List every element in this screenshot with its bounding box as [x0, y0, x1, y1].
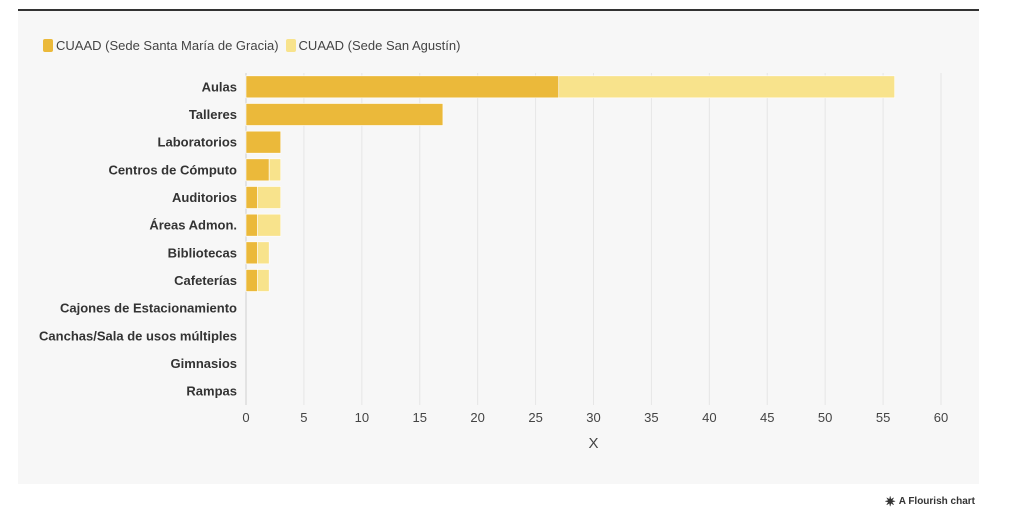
- legend-swatch-san-agustin: [285, 38, 296, 52]
- bar-0-5[interactable]: [245, 213, 258, 237]
- category-label-4: Auditorios: [172, 190, 237, 205]
- category-label-9: Canchas/Sala de usos múltiples: [39, 328, 237, 343]
- x-tick-label-0: 0: [242, 410, 249, 425]
- top-rule: [18, 9, 979, 11]
- bar-0-7[interactable]: [245, 269, 258, 292]
- bar-1-5[interactable]: [257, 213, 282, 237]
- category-label-6: Bibliotecas: [168, 245, 237, 260]
- legend-item-santa-maria[interactable]: CUAAD (Sede Santa María de Gracia): [43, 38, 279, 53]
- legend: CUAAD (Sede Santa María de Gracia) CUAAD…: [43, 37, 467, 53]
- category-label-7: Cafeterías: [174, 273, 237, 288]
- legend-label-santa-maria: CUAAD (Sede Santa María de Gracia): [56, 37, 279, 53]
- category-label-5: Áreas Admon.: [149, 218, 237, 233]
- category-label-1: Talleres: [189, 107, 237, 122]
- bar-0-4[interactable]: [245, 186, 258, 209]
- bar-1-0[interactable]: [558, 75, 895, 99]
- x-tick-label-45: 45: [760, 410, 774, 425]
- x-tick-label-10: 10: [355, 410, 369, 425]
- legend-swatch-santa-maria: [43, 38, 53, 52]
- x-tick-label-20: 20: [470, 410, 484, 425]
- bar-0-0[interactable]: [245, 75, 560, 99]
- x-tick-label-25: 25: [528, 410, 542, 425]
- category-label-2: Laboratorios: [158, 135, 237, 150]
- category-label-3: Centros de Cómputo: [108, 162, 237, 177]
- x-tick-label-30: 30: [586, 410, 600, 425]
- x-tick-label-15: 15: [413, 410, 427, 425]
- x-tick-label-50: 50: [818, 410, 832, 425]
- legend-label-san-agustin: CUAAD (Sede San Agustín): [298, 37, 461, 53]
- flourish-credit[interactable]: ✷ A Flourish chart: [884, 493, 975, 509]
- x-axis-title: X: [588, 435, 598, 452]
- x-tick-label-55: 55: [876, 410, 890, 425]
- x-tick-label-5: 5: [300, 410, 307, 425]
- x-tick-label-40: 40: [702, 410, 716, 425]
- x-tick-label-60: 60: [934, 410, 948, 425]
- bar-0-6[interactable]: [245, 241, 258, 265]
- flourish-credit-text: A Flourish chart: [898, 496, 975, 507]
- bar-0-1[interactable]: [245, 103, 444, 126]
- legend-item-san-agustin[interactable]: CUAAD (Sede San Agustín): [285, 37, 461, 53]
- bar-0-2[interactable]: [245, 130, 282, 154]
- bar-1-4[interactable]: [257, 186, 282, 209]
- category-label-8: Cajones de Estacionamiento: [60, 301, 237, 316]
- category-label-0: Aulas: [202, 79, 237, 94]
- bar-1-7[interactable]: [257, 269, 270, 292]
- bar-1-6[interactable]: [257, 241, 270, 265]
- category-label-11: Rampas: [186, 384, 237, 399]
- bar-0-3[interactable]: [245, 158, 270, 182]
- flourish-star-icon: ✷: [884, 493, 896, 509]
- bar-1-3[interactable]: [268, 158, 282, 182]
- category-label-10: Gimnasios: [171, 356, 237, 371]
- x-tick-label-35: 35: [644, 410, 658, 425]
